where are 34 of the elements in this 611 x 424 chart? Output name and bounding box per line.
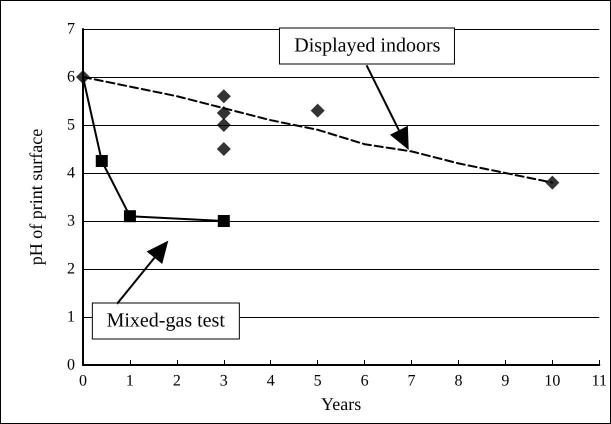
y-tick-label: 7 (67, 20, 75, 38)
y-tick-label: 5 (67, 116, 75, 134)
x-tick-label: 8 (454, 372, 462, 390)
y-tick-label: 0 (67, 356, 75, 374)
y-tick-label: 2 (67, 260, 75, 278)
y-axis-title: pH of print surface (26, 128, 46, 266)
x-tick-label: 10 (544, 372, 560, 390)
x-tick-label: 5 (314, 372, 322, 390)
x-tick-label: 11 (592, 372, 607, 390)
y-tick-label: 4 (67, 164, 75, 182)
point (124, 210, 136, 222)
x-tick-label: 7 (408, 372, 416, 390)
x-tick-label: 4 (266, 372, 275, 390)
point (216, 142, 231, 156)
point (216, 118, 231, 132)
annotation: Displayed indoors (279, 27, 456, 64)
x-tick-label: 3 (220, 372, 228, 390)
y-tick-label: 6 (67, 68, 75, 86)
point (216, 89, 231, 104)
x-axis-title: Years (321, 394, 362, 414)
annotation: Mixed-gas test (92, 302, 240, 340)
point (76, 70, 90, 84)
x-tick-label: 9 (501, 372, 510, 390)
point (218, 215, 230, 227)
x-tick-label: 2 (172, 372, 181, 390)
point (216, 106, 231, 120)
x-tick-label: 0 (79, 372, 87, 390)
point (310, 104, 325, 118)
y-tick-label: 3 (67, 212, 75, 230)
y-tick-label: 1 (67, 308, 75, 326)
point (96, 155, 108, 167)
x-tick-label: 6 (360, 372, 369, 390)
x-tick-label: 1 (126, 372, 134, 390)
point (545, 176, 560, 190)
